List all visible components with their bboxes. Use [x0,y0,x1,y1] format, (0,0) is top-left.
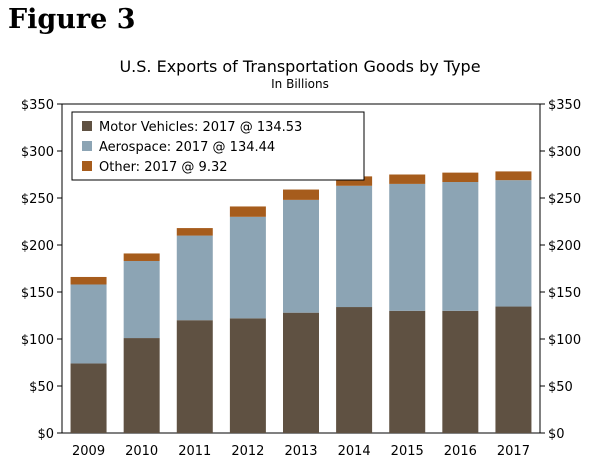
y-tick-label-left: $350 [21,98,54,113]
bar-aerospace-2015 [389,183,426,311]
bar-motor-vehicles-2014 [336,307,373,433]
bar-other-2016 [442,172,479,183]
bar-aerospace-2011 [176,235,213,321]
chart-subtitle: In Billions [271,77,329,91]
y-tick-label-right: $0 [548,427,565,442]
y-tick-label-right: $150 [548,286,581,301]
x-tick-label: 2013 [284,444,317,459]
bar-other-2013 [283,189,319,200]
bar-other-2009 [70,276,107,285]
y-tick-label-left: $300 [21,145,54,160]
bar-aerospace-2017 [495,180,532,307]
x-tick-label: 2014 [338,444,371,459]
y-tick-label-right: $300 [548,145,581,160]
bar-aerospace-2014 [336,185,373,308]
chart-title: U.S. Exports of Transportation Goods by … [119,57,481,76]
bar-motor-vehicles-2016 [442,310,479,433]
bar-aerospace-2016 [442,182,479,311]
x-tick-label: 2012 [231,444,264,459]
legend-entry: Other: 2017 @ 9.32 [99,160,228,175]
bar-other-2010 [123,253,160,261]
y-tick-label-right: $250 [548,192,581,207]
bar-aerospace-2013 [283,199,319,313]
bar-motor-vehicles-2010 [123,338,160,433]
legend-swatch [82,161,92,171]
x-tick-label: 2016 [444,444,477,459]
bar-aerospace-2012 [229,216,266,319]
bar-motor-vehicles-2011 [176,320,213,433]
bar-motor-vehicles-2009 [70,363,107,433]
figure-label: Figure 3 [8,4,136,35]
legend-swatch [82,141,92,151]
y-tick-label-right: $50 [548,380,573,395]
y-tick-label-left: $250 [21,192,54,207]
bar-other-2017 [495,171,532,181]
bar-aerospace-2009 [70,284,107,364]
bar-motor-vehicles-2015 [389,310,426,433]
y-tick-label-right: $350 [548,98,581,113]
y-tick-label-left: $50 [29,380,54,395]
y-tick-label-right: $100 [548,333,581,348]
y-tick-label-left: $100 [21,333,54,348]
bar-other-2015 [389,174,426,184]
x-tick-label: 2009 [72,444,105,459]
bar-other-2012 [229,206,266,217]
x-tick-label: 2011 [178,444,211,459]
bar-motor-vehicles-2017 [495,306,532,433]
y-tick-label-left: $200 [21,239,54,254]
bar-motor-vehicles-2012 [229,318,266,433]
y-tick-label-right: $200 [548,239,581,254]
bar-motor-vehicles-2013 [283,312,319,433]
legend-entry: Motor Vehicles: 2017 @ 134.53 [99,120,302,135]
y-tick-label-left: $0 [37,427,54,442]
bar-other-2011 [176,228,213,236]
x-tick-label: 2010 [125,444,158,459]
y-tick-label-left: $150 [21,286,54,301]
bar-aerospace-2010 [123,260,160,339]
legend-box [71,111,365,181]
legend-entry: Aerospace: 2017 @ 134.44 [99,140,275,155]
bar-other-2014 [336,176,373,186]
x-tick-label: 2015 [391,444,424,459]
x-tick-label: 2017 [497,444,530,459]
legend-swatch [82,121,92,131]
